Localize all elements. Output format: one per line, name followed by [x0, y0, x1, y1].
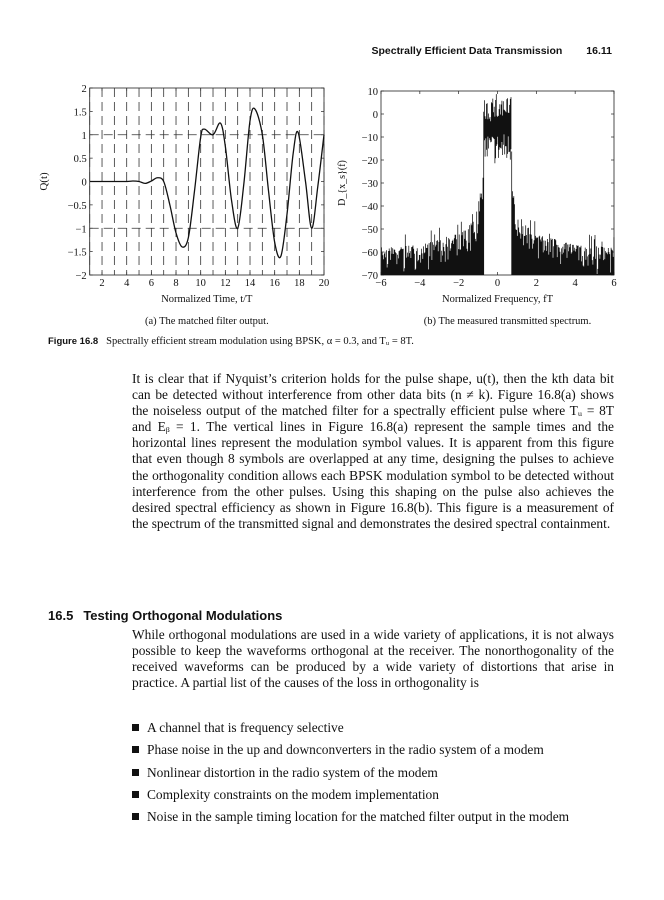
- running-header: Spectrally Efficient Data Transmission 16…: [371, 45, 612, 57]
- spectrum-lines: [381, 94, 615, 275]
- y-tick-label: 2: [81, 84, 86, 95]
- x-axis-label: Normalized Time, t/T: [161, 294, 253, 305]
- body-paragraph-2: While orthogonal modulations are used in…: [132, 627, 614, 691]
- subfigure-caption: (b) The measured transmitted spectrum.: [424, 316, 591, 327]
- y-tick-label: 10: [368, 87, 379, 98]
- y-tick-label: −50: [362, 225, 378, 236]
- header-title: Spectrally Efficient Data Transmission: [371, 45, 563, 57]
- y-tick-label: 1.5: [74, 107, 87, 118]
- list-item: Noise in the sample timing location for …: [132, 809, 617, 831]
- y-tick-label: 0: [81, 178, 86, 189]
- x-tick-label: 12: [220, 278, 231, 289]
- bullet-square-icon: [132, 724, 139, 731]
- section-number: 16.5: [48, 608, 74, 623]
- list-item: Phase noise in the up and downconverters…: [132, 742, 617, 764]
- bullet-square-icon: [132, 768, 139, 776]
- x-axis-label: Normalized Frequency, fT: [442, 294, 554, 305]
- y-axis-label: Q(t): [38, 172, 50, 191]
- x-tick-label: 14: [245, 278, 256, 289]
- x-tick-label: 16: [269, 278, 280, 289]
- bullet-text: A channel that is frequency selective: [147, 720, 344, 735]
- bullet-text: Phase noise in the up and downconverters…: [147, 742, 544, 758]
- x-tick-label: 4: [573, 278, 579, 289]
- figure-caption-text: Spectrally efficient stream modulation u…: [106, 336, 414, 347]
- y-tick-label: 1: [81, 131, 86, 142]
- figure-caption: Figure 16.8 Spectrally efficient stream m…: [48, 336, 414, 347]
- bullet-text: Noise in the sample timing location for …: [147, 809, 570, 825]
- x-tick-label: 0: [495, 278, 500, 289]
- bullet-square-icon: [132, 813, 139, 821]
- list-item: Complexity constraints on the modem impl…: [132, 787, 617, 809]
- x-tick-label: 4: [124, 278, 130, 289]
- y-tick-label: −1.5: [68, 248, 87, 259]
- list-item: A channel that is frequency selective: [132, 720, 617, 742]
- x-tick-label: 2: [534, 278, 539, 289]
- x-tick-label: 6: [611, 278, 616, 289]
- y-tick-label: −0.5: [68, 201, 87, 212]
- y-tick-label: −2: [76, 271, 87, 282]
- x-tick-label: 2: [99, 278, 104, 289]
- x-tick-label: 6: [149, 278, 154, 289]
- y-tick-label: −60: [362, 248, 378, 259]
- x-tick-label: −6: [375, 278, 386, 289]
- section-heading: 16.5 Testing Orthogonal Modulations: [48, 608, 292, 623]
- figure-16-8: 2 4 6 8 10 12 14 16 18 2021.510.50−0.5−1−1.5−2Nor…: [38, 84, 617, 327]
- bullet-text: Complexity constraints on the modem impl…: [147, 786, 439, 802]
- section-title: Testing Orthogonal Modulations: [83, 608, 283, 623]
- y-tick-label: −10: [362, 133, 378, 144]
- x-tick-label: −2: [453, 278, 464, 289]
- y-tick-label: −40: [362, 202, 378, 213]
- q-t-curve: [89, 107, 325, 259]
- figure-label: Figure 16.8: [48, 336, 99, 347]
- y-tick-label: 0.5: [74, 154, 87, 165]
- list-item: Nonlinear distortion in the radio system…: [132, 765, 617, 787]
- bullet-text: Nonlinear distortion in the radio system…: [147, 764, 438, 780]
- x-tick-label: −4: [414, 278, 426, 289]
- page-number: 16.11: [586, 45, 612, 57]
- y-tick-label: −20: [362, 156, 378, 167]
- x-tick-label: 18: [294, 278, 305, 289]
- subfigure-caption: (a) The matched filter output.: [145, 316, 269, 327]
- y-tick-label: −70: [362, 271, 378, 282]
- y-tick-label: −1: [76, 224, 87, 235]
- y-axis-label: D_{x_s}(f): [337, 160, 348, 206]
- body-paragraph-1: It is clear that if Nyquist’s criterion …: [132, 371, 614, 531]
- bullet-list: A channel that is frequency selective Ph…: [132, 720, 617, 831]
- y-tick-label: 0: [373, 110, 378, 121]
- bullet-square-icon: [132, 790, 139, 798]
- bullet-square-icon: [132, 746, 139, 754]
- x-tick-label: 8: [173, 278, 178, 289]
- y-tick-label: −30: [362, 179, 378, 190]
- x-tick-label: 20: [319, 278, 330, 289]
- spectrum-trace: [381, 94, 615, 275]
- x-tick-label: 10: [195, 278, 206, 289]
